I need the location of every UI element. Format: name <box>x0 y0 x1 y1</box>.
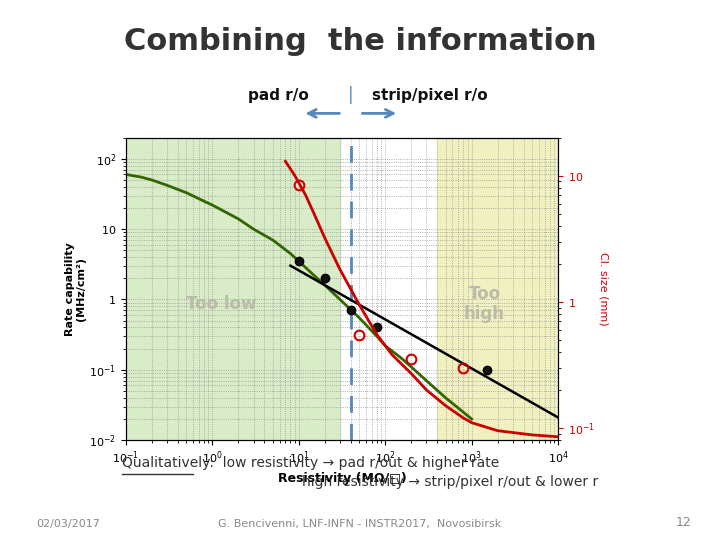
Text: Too
high: Too high <box>464 285 505 323</box>
Text: high resistivity → strip/pixel r/out & lower r: high resistivity → strip/pixel r/out & l… <box>302 475 598 489</box>
Text: |: | <box>348 86 354 104</box>
Y-axis label: Rate capability
(MHz/cm²): Rate capability (MHz/cm²) <box>65 242 86 336</box>
Text: strip/pixel r/o: strip/pixel r/o <box>372 88 488 103</box>
Text: 12: 12 <box>675 516 691 530</box>
Text: Qualitatively:  low resistivity → pad r/out & higher rate: Qualitatively: low resistivity → pad r/o… <box>122 456 500 470</box>
Bar <box>437 138 558 440</box>
Text: 02/03/2017: 02/03/2017 <box>36 518 100 529</box>
Text: Combining  the information: Combining the information <box>124 27 596 56</box>
Text: G. Bencivenni, LNF-INFN - INSTR2017,  Novosibirsk: G. Bencivenni, LNF-INFN - INSTR2017, Nov… <box>218 518 502 529</box>
Text: Too low: Too low <box>186 295 256 313</box>
X-axis label: Resistivity (MΩ/□): Resistivity (MΩ/□) <box>278 472 406 485</box>
Y-axis label: Cl. size (mm): Cl. size (mm) <box>598 252 608 326</box>
Bar <box>126 138 340 440</box>
Text: pad r/o: pad r/o <box>248 88 309 103</box>
